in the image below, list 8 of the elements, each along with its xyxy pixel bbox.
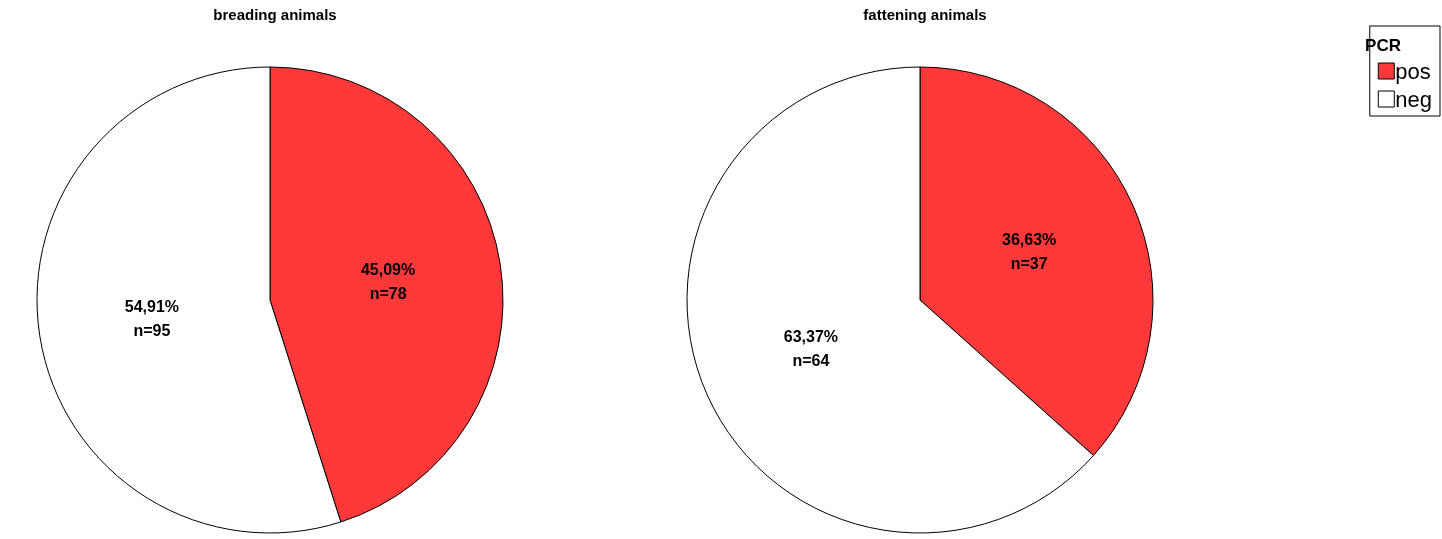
chart-title: breading animals xyxy=(213,6,337,23)
data-label: 36,63% n=37 xyxy=(1001,230,1057,272)
data-label: 54,91% n=95 xyxy=(124,297,180,339)
data-label: 45,09% n=78 xyxy=(360,261,416,303)
data-label: 63,37% n=64 xyxy=(783,328,839,370)
legend-label: neg xyxy=(1395,86,1433,112)
chart-title: fattening animals xyxy=(863,6,987,23)
legend-label: pos xyxy=(1395,58,1431,84)
